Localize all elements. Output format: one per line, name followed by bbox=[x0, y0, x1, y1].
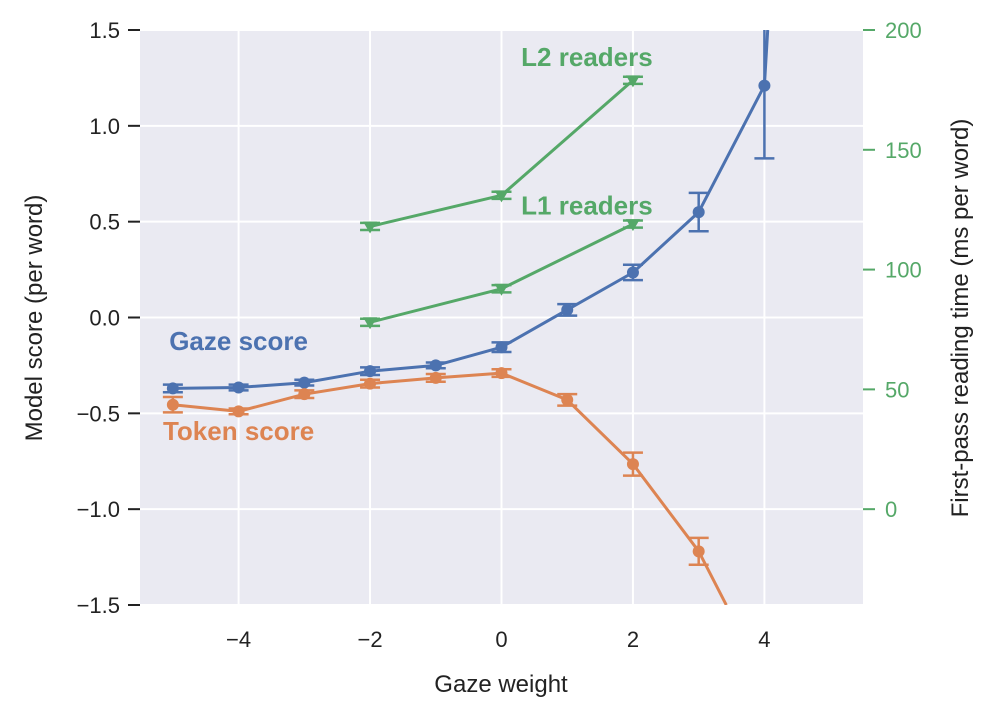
series-layer bbox=[162, 30, 775, 605]
x-tick-label: −2 bbox=[357, 627, 382, 652]
l1-readers-point bbox=[494, 283, 509, 296]
l1-readers-point bbox=[363, 317, 378, 330]
token-score-point bbox=[232, 405, 245, 418]
token-score-point bbox=[364, 377, 377, 390]
token-score-point bbox=[298, 388, 311, 401]
series-labels: Gaze score Token score L2 readers L1 reader… bbox=[163, 42, 653, 446]
gaze-score-point bbox=[758, 79, 771, 92]
token-score-label: Token score bbox=[163, 416, 314, 446]
x-tick-label: 4 bbox=[758, 627, 770, 652]
l2-readers-point bbox=[494, 190, 509, 203]
l2-readers-label: L2 readers bbox=[521, 42, 653, 72]
y2-tick-label: 50 bbox=[885, 377, 909, 402]
gaze-score-point bbox=[364, 365, 377, 378]
y2-tick-label: 150 bbox=[885, 138, 922, 163]
y-tick-label: 1.0 bbox=[89, 114, 120, 139]
token-score-point bbox=[561, 393, 574, 406]
y2-tick-label: 200 bbox=[885, 18, 922, 43]
l1-readers-point bbox=[625, 219, 640, 232]
y-axis-label: Model score (per word) bbox=[21, 195, 48, 442]
gaze-score-point bbox=[692, 206, 705, 219]
y-tick-label: 0.5 bbox=[89, 210, 120, 235]
gaze-score-point bbox=[232, 381, 245, 394]
token-score-point bbox=[429, 371, 442, 384]
token-score-line bbox=[172, 371, 728, 605]
l2-readers-point bbox=[625, 75, 640, 88]
gaze-score-point bbox=[429, 359, 442, 372]
x-tick-label: 2 bbox=[627, 627, 639, 652]
gaze-score-label: Gaze score bbox=[169, 326, 308, 356]
y2-tick-label: 100 bbox=[885, 258, 922, 283]
token-score-point bbox=[166, 398, 179, 411]
y-tick-label: 1.5 bbox=[89, 18, 120, 43]
y-tick-label: −1.0 bbox=[77, 497, 120, 522]
l1-readers-label: L1 readers bbox=[521, 190, 653, 220]
gaze-score-point bbox=[626, 266, 639, 279]
l2-readers-point bbox=[363, 221, 378, 234]
x-tick-label: −4 bbox=[226, 627, 251, 652]
y-tick-label: 0.0 bbox=[89, 306, 120, 331]
y2-tick-label: 0 bbox=[885, 497, 897, 522]
gaze-score-point bbox=[166, 382, 179, 395]
gaze-score-point bbox=[495, 341, 508, 354]
token-score-point bbox=[626, 458, 639, 471]
y-tick-label: −1.5 bbox=[77, 593, 120, 618]
y-tick-label: −0.5 bbox=[77, 401, 120, 426]
axes: −4 −2 0 2 4 −1.5 −1.0 −0.5 0.0 0.5 1.0 1.5 0 50 100 150… bbox=[77, 18, 922, 652]
y2-axis-label: First-pass reading time (ms per word) bbox=[947, 119, 974, 518]
x-axis-label: Gaze weight bbox=[434, 671, 568, 698]
token-score-point bbox=[495, 367, 508, 380]
gaze-score-point bbox=[298, 376, 311, 389]
gaze-score-point bbox=[561, 303, 574, 316]
x-tick-label: 0 bbox=[495, 627, 507, 652]
token-score-point bbox=[692, 545, 705, 558]
